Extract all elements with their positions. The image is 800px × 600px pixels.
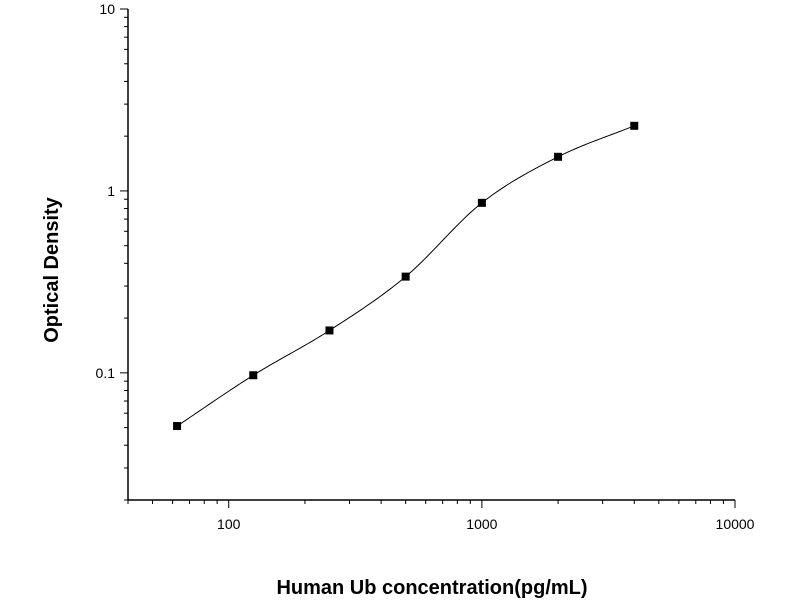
y-tick-label: 1 (107, 183, 115, 199)
data-points (173, 121, 639, 431)
y-tick-labels: 0.1 1 10 (96, 1, 116, 381)
data-point (249, 371, 258, 380)
y-tick-label: 0.1 (96, 365, 116, 381)
x-ticks (127, 500, 736, 508)
y-ticks (120, 8, 128, 501)
x-tick-label: 1000 (466, 516, 497, 532)
axes (127, 9, 735, 501)
data-point (630, 121, 639, 130)
x-tick-labels: 100 1000 10000 (217, 516, 755, 532)
x-tick-label: 100 (217, 516, 241, 532)
data-point (325, 326, 334, 335)
data-point (554, 152, 563, 161)
data-point (477, 198, 486, 207)
x-tick-label: 10000 (716, 516, 755, 532)
data-point (173, 422, 182, 431)
y-tick-label: 10 (99, 1, 115, 17)
data-point (401, 272, 410, 281)
y-axis-title: Optical Density (41, 196, 63, 342)
x-axis-title: Human Ub concentration(pg/mL) (276, 577, 587, 599)
